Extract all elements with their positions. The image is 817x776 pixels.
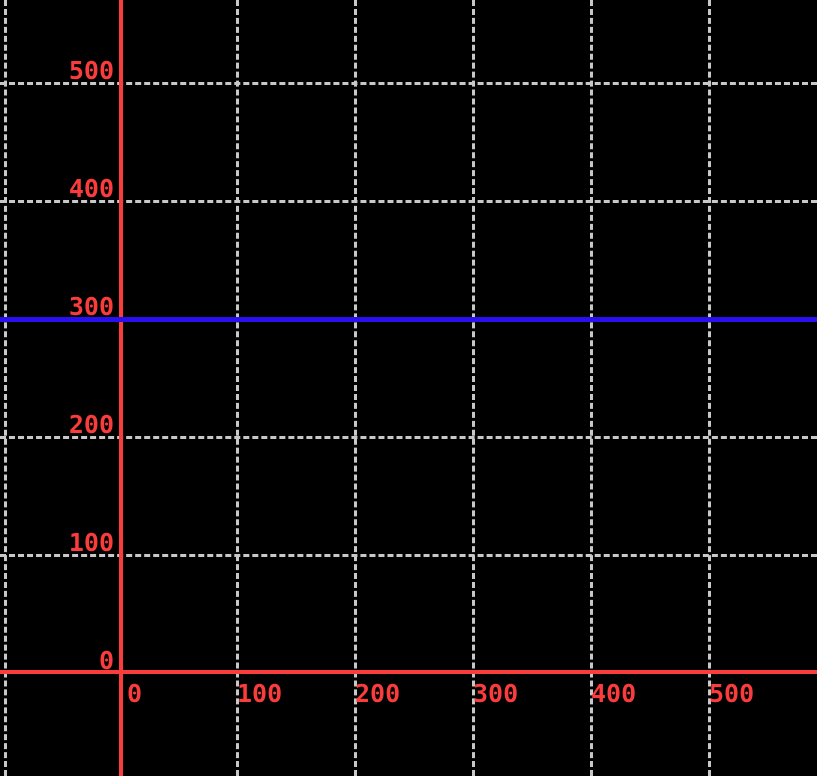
- y-tick-label-400: 400: [68, 174, 114, 203]
- y-tick-label-500: 500: [68, 56, 114, 85]
- y-axis-line: [119, 0, 123, 776]
- y-tick-label-300: 300: [68, 292, 114, 321]
- gridline-vertical: [4, 0, 7, 776]
- x-tick-label-300: 300: [473, 679, 519, 708]
- gridline-vertical: [708, 0, 711, 776]
- gridline-vertical: [354, 0, 357, 776]
- gridline-horizontal: [0, 436, 817, 439]
- x-tick-label-100: 100: [237, 679, 283, 708]
- gridline-vertical: [590, 0, 593, 776]
- y-tick-label-100: 100: [68, 528, 114, 557]
- x-tick-label-0: 0: [127, 679, 143, 708]
- x-axis-line: [0, 670, 817, 674]
- y-tick-label-0: 0: [98, 646, 114, 675]
- x-tick-label-200: 200: [355, 679, 401, 708]
- gridline-vertical: [236, 0, 239, 776]
- y-tick-label-200: 200: [68, 410, 114, 439]
- gridline-horizontal: [0, 554, 817, 557]
- series-line-constant-300: [0, 317, 817, 322]
- x-tick-label-500: 500: [709, 679, 755, 708]
- x-tick-label-400: 400: [591, 679, 637, 708]
- gridline-horizontal: [0, 200, 817, 203]
- gridline-vertical: [472, 0, 475, 776]
- gridline-horizontal: [0, 82, 817, 85]
